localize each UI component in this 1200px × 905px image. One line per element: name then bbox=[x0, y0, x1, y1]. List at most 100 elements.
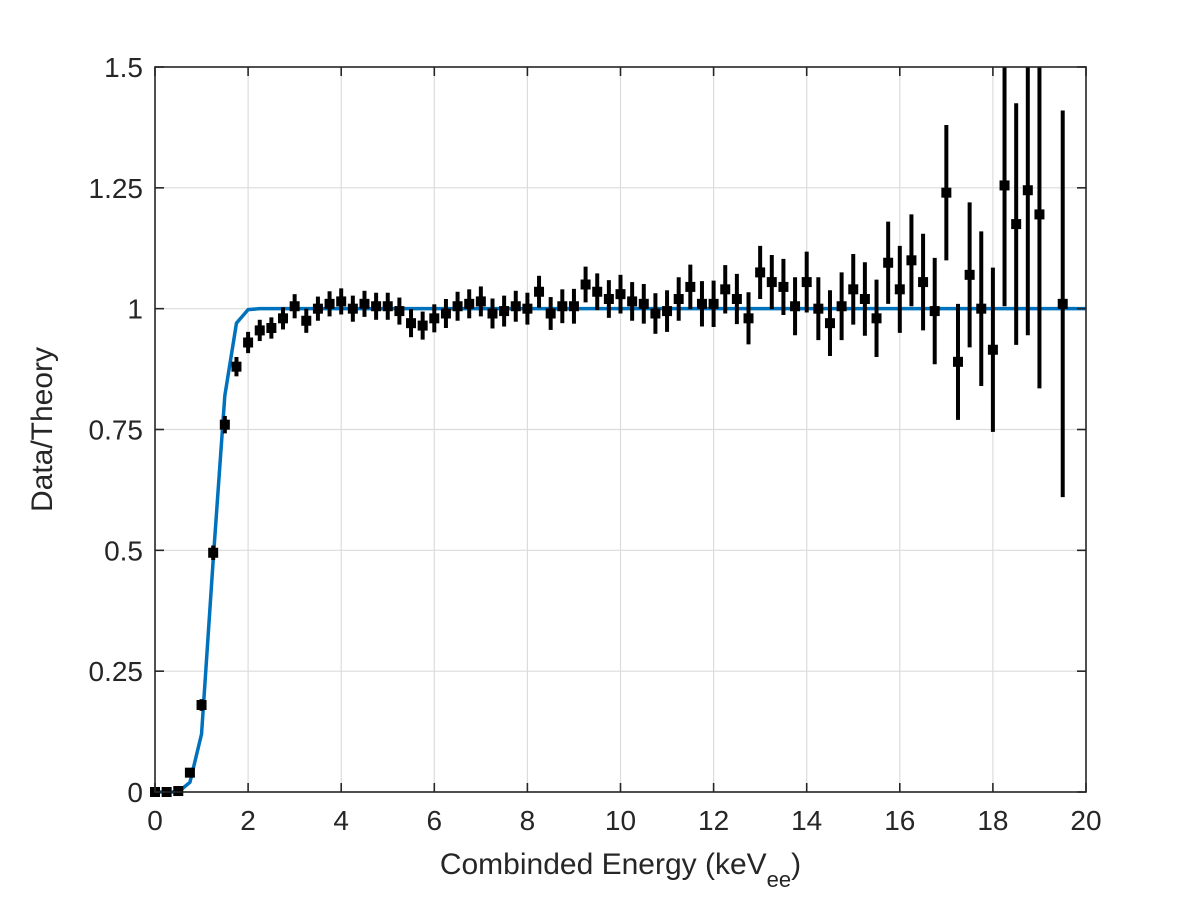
data-marker bbox=[673, 294, 684, 304]
data-point bbox=[592, 273, 603, 311]
data-point bbox=[766, 255, 777, 310]
y-tick-label: 0.75 bbox=[89, 415, 144, 446]
fit-curve bbox=[155, 306, 1086, 794]
data-marker bbox=[801, 277, 812, 288]
data-point bbox=[627, 282, 638, 321]
data-point bbox=[836, 272, 847, 341]
data-point bbox=[650, 293, 661, 334]
data-point bbox=[871, 279, 882, 357]
data-point bbox=[1011, 103, 1022, 345]
data-marker bbox=[196, 700, 207, 710]
data-point bbox=[440, 299, 451, 328]
data-point bbox=[347, 295, 358, 322]
data-point bbox=[184, 767, 195, 778]
data-marker bbox=[394, 306, 405, 317]
data-marker bbox=[918, 277, 929, 288]
data-marker bbox=[499, 306, 510, 317]
data-point bbox=[790, 277, 801, 336]
data-marker bbox=[254, 325, 265, 336]
data-marker bbox=[312, 303, 323, 314]
x-tick-label: 2 bbox=[240, 805, 256, 836]
data-marker bbox=[545, 308, 556, 319]
data-marker bbox=[231, 361, 242, 372]
data-marker bbox=[859, 294, 870, 304]
data-marker bbox=[568, 301, 579, 312]
data-marker bbox=[208, 547, 219, 558]
data-marker bbox=[662, 306, 673, 317]
x-tick-label: 12 bbox=[698, 805, 729, 836]
data-point bbox=[731, 273, 742, 325]
x-tick-label: 4 bbox=[333, 805, 349, 836]
data-point bbox=[522, 292, 533, 325]
data-marker bbox=[266, 323, 277, 333]
data-marker bbox=[464, 298, 475, 309]
data-marker bbox=[1057, 298, 1068, 309]
data-point bbox=[417, 311, 428, 340]
data-marker bbox=[824, 318, 835, 329]
data-marker bbox=[243, 337, 254, 348]
data-point bbox=[336, 288, 347, 315]
data-marker bbox=[510, 301, 521, 312]
data-marker bbox=[1022, 185, 1033, 196]
data-marker bbox=[301, 315, 312, 326]
x-tick-label: 14 bbox=[791, 805, 822, 836]
data-marker bbox=[883, 257, 894, 268]
data-marker bbox=[976, 303, 987, 314]
data-marker bbox=[278, 313, 289, 324]
data-point bbox=[452, 291, 463, 321]
data-marker bbox=[731, 294, 742, 304]
x-tick-label: 16 bbox=[884, 805, 915, 836]
data-point bbox=[534, 275, 545, 308]
data-marker bbox=[534, 286, 545, 297]
data-point bbox=[1034, 67, 1045, 389]
data-point bbox=[208, 545, 219, 560]
ticks-layer bbox=[154, 66, 1087, 793]
data-point bbox=[231, 357, 242, 377]
data-point bbox=[510, 290, 521, 322]
data-point bbox=[312, 296, 323, 321]
data-marker bbox=[452, 301, 463, 312]
data-point bbox=[952, 303, 963, 420]
data-marker bbox=[755, 267, 766, 278]
data-marker bbox=[720, 284, 731, 295]
tick-labels-layer: 0 2 4 6 8 10 12 14 16 18 20 0 0.25 0.5 0.75 1 1.25 1.5 bbox=[89, 52, 1102, 836]
data-point bbox=[813, 277, 824, 341]
data-point bbox=[696, 281, 707, 327]
data-point bbox=[196, 699, 207, 711]
data-marker bbox=[440, 308, 451, 319]
data-marker bbox=[1034, 209, 1045, 220]
data-point bbox=[720, 265, 731, 314]
data-point bbox=[429, 304, 440, 333]
data-marker bbox=[906, 255, 917, 266]
data-point bbox=[464, 289, 475, 319]
data-point bbox=[708, 280, 719, 328]
data-point bbox=[848, 254, 859, 325]
data-point bbox=[964, 202, 975, 348]
data-marker bbox=[650, 308, 661, 319]
data-point bbox=[324, 291, 335, 317]
data-marker bbox=[580, 279, 591, 290]
data-marker bbox=[848, 284, 859, 295]
data-marker bbox=[522, 303, 533, 314]
y-axis-title: Data/Theory bbox=[26, 347, 59, 512]
data-marker bbox=[941, 187, 952, 198]
data-marker bbox=[184, 767, 195, 778]
data-point bbox=[243, 331, 254, 354]
data-point bbox=[894, 245, 905, 333]
data-marker bbox=[406, 318, 417, 329]
data-point bbox=[545, 297, 556, 330]
x-tick-label: 10 bbox=[605, 805, 636, 836]
y-tick-label: 0.5 bbox=[104, 535, 143, 566]
data-point bbox=[685, 264, 696, 310]
data-point bbox=[1022, 67, 1033, 336]
data-marker bbox=[359, 298, 370, 309]
data-marker bbox=[382, 301, 393, 312]
y-tick-label: 1.5 bbox=[104, 52, 143, 83]
data-marker bbox=[964, 269, 975, 280]
data-marker bbox=[813, 303, 824, 314]
data-point bbox=[941, 125, 952, 261]
data-marker bbox=[487, 308, 498, 319]
data-point bbox=[906, 214, 917, 307]
data-point bbox=[929, 257, 940, 365]
